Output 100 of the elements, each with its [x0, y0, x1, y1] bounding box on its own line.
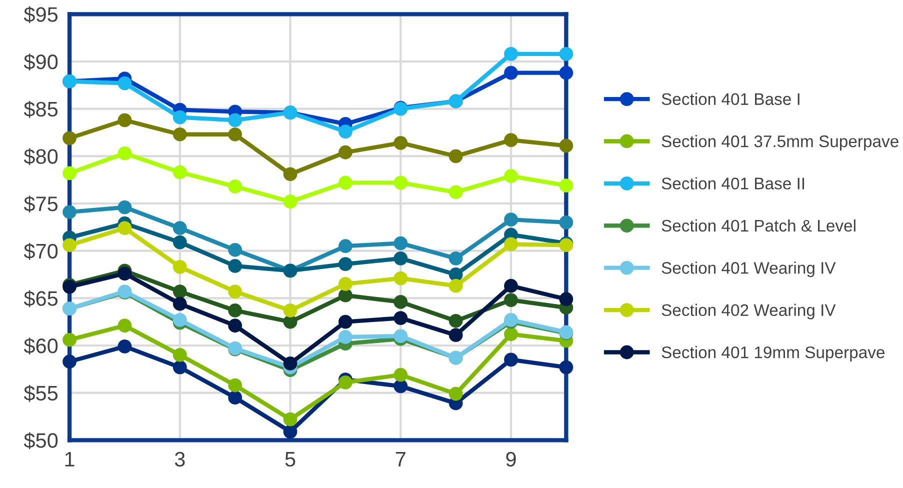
point: [283, 424, 298, 439]
point: [394, 236, 408, 250]
point: [338, 145, 352, 160]
point: [172, 221, 187, 236]
point: [172, 284, 187, 298]
point: [228, 304, 242, 318]
point: [228, 390, 242, 405]
y-tick-label: $70: [24, 242, 58, 260]
point: [118, 146, 132, 160]
point: [504, 278, 518, 293]
point: [228, 242, 242, 257]
point: [283, 194, 298, 209]
point: [338, 257, 352, 272]
point: [559, 66, 574, 80]
point: [172, 110, 187, 124]
y-tick-label: $60: [24, 338, 58, 354]
y-tick-label: $90: [24, 54, 58, 70]
point: [118, 340, 132, 354]
point: [62, 166, 76, 180]
point: [559, 46, 574, 61]
point: [448, 251, 463, 266]
point: [394, 295, 408, 309]
point: [228, 180, 242, 194]
point: [394, 251, 408, 266]
x-tick-label: 7: [396, 452, 406, 466]
point: [394, 329, 408, 343]
point: [394, 368, 408, 382]
point: [338, 277, 352, 291]
point: [338, 176, 352, 190]
point: [172, 260, 187, 274]
point: [228, 378, 242, 392]
y-tick-label: $85: [24, 100, 58, 118]
point: [504, 212, 518, 227]
point: [559, 360, 574, 374]
point: [283, 356, 298, 370]
point: [228, 318, 242, 333]
point: [504, 46, 518, 61]
legend-label: Section 401 37.5mm Superpave: [662, 134, 898, 151]
point: [394, 271, 408, 286]
point: [448, 268, 463, 282]
point: [504, 352, 518, 367]
y-tick-label: $50: [24, 432, 58, 450]
point: [504, 327, 518, 342]
point: [172, 127, 187, 142]
y-tick-label: $95: [24, 6, 58, 24]
y-tick-label: $75: [24, 196, 58, 212]
point: [559, 215, 574, 230]
point: [504, 133, 518, 148]
point: [394, 379, 408, 394]
y-tick-label: $65: [24, 290, 58, 308]
point: [394, 176, 408, 190]
point: [118, 113, 132, 128]
x-tick-label: 9: [506, 452, 516, 467]
point: [504, 66, 518, 80]
point: [172, 165, 187, 180]
y-tick-label: $55: [24, 384, 58, 402]
legend-label: Section 402 Wearing IV: [662, 304, 836, 320]
x-tick-label: 5: [285, 452, 296, 467]
point: [504, 169, 518, 183]
point: [118, 266, 132, 280]
point: [394, 311, 408, 325]
y-tick-label: $80: [24, 148, 58, 166]
point: [172, 360, 187, 374]
x-tick-label: 1: [65, 452, 74, 466]
point: [172, 313, 187, 327]
point: [448, 278, 463, 293]
point: [559, 292, 574, 306]
point: [283, 412, 298, 426]
point: [283, 314, 298, 329]
legend-label: Section 401 Base II: [662, 177, 804, 190]
point: [62, 354, 76, 369]
point: [118, 221, 132, 236]
point: [448, 185, 463, 200]
point: [62, 131, 76, 146]
point: [559, 178, 574, 192]
point: [394, 136, 408, 150]
x-tick-label: 3: [174, 452, 185, 467]
point: [448, 314, 463, 328]
point: [228, 127, 242, 142]
point: [62, 238, 76, 252]
point: [62, 332, 76, 347]
point: [118, 200, 132, 214]
point: [338, 314, 352, 329]
point: [172, 296, 187, 311]
point: [172, 348, 187, 362]
legend-label: Section 401 Patch & Level: [662, 219, 856, 232]
point: [338, 124, 352, 138]
point: [338, 375, 352, 390]
point: [504, 237, 518, 252]
point: [283, 167, 298, 182]
legend-label: Section 401 19mm Superpave: [662, 346, 884, 362]
point: [559, 138, 574, 153]
point: [228, 259, 242, 273]
legend-label: Section 401 Wearing IV: [662, 262, 836, 278]
point: [338, 239, 352, 254]
point: [448, 149, 463, 164]
point: [118, 318, 132, 333]
point: [228, 113, 242, 128]
point: [62, 205, 76, 219]
point: [283, 304, 298, 318]
